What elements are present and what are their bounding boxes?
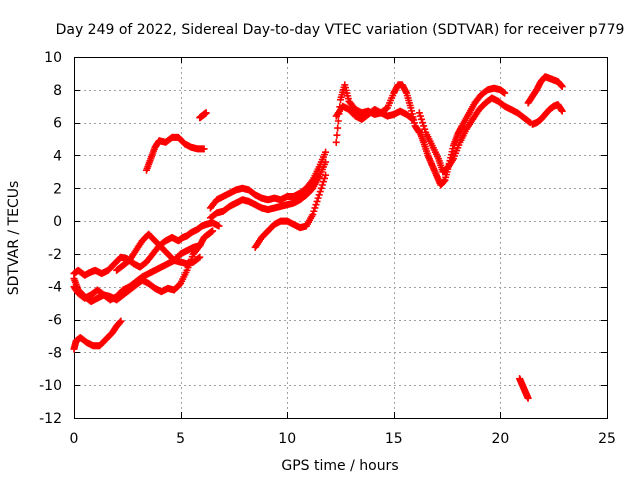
x-tick-labels: 0 5 10 15 20 25: [70, 431, 616, 447]
series-track-d: [70, 317, 125, 353]
data-point: [319, 178, 327, 186]
data-point: [334, 124, 342, 132]
x-tick-label: 15: [385, 431, 403, 447]
data-point: [409, 115, 417, 123]
data-point: [322, 171, 330, 179]
series-track-j: [251, 171, 330, 251]
data-point: [419, 119, 427, 127]
data-point: [314, 194, 322, 202]
data-point: [200, 145, 208, 153]
data-point: [333, 131, 341, 139]
y-tick-label: -4: [48, 280, 62, 296]
data-point: [209, 227, 217, 235]
data-point: [421, 125, 429, 133]
series-track-c: [70, 227, 217, 305]
data-point: [418, 115, 426, 123]
x-tick-label: 5: [176, 431, 185, 447]
series-track-i: [206, 158, 330, 222]
series-track-n: [415, 94, 534, 176]
data-point: [416, 112, 424, 120]
data-point: [420, 122, 428, 130]
data-point: [315, 191, 323, 199]
data-point: [195, 254, 203, 262]
series-track-e: [113, 230, 204, 274]
data-point: [332, 138, 340, 146]
y-tick-label: 0: [53, 214, 62, 230]
data-point: [322, 158, 330, 166]
y-tick-labels: -12 -10 -8 -6 -4 -2 0 2 4 6 8 10: [39, 50, 62, 427]
x-tick-label: 0: [70, 431, 79, 447]
data-points: [70, 73, 566, 402]
x-axis-label: GPS time / hours: [281, 458, 398, 474]
data-point: [317, 184, 325, 192]
series-track-h: [206, 148, 330, 212]
y-tick-label: 6: [53, 116, 62, 132]
data-point: [313, 197, 321, 205]
data-point: [334, 117, 342, 125]
data-point: [309, 211, 317, 219]
series-track-q: [528, 101, 566, 128]
data-point: [501, 89, 509, 97]
y-tick-label: 8: [53, 83, 62, 99]
series-track-g: [196, 109, 210, 122]
data-point: [322, 148, 330, 156]
data-point: [318, 181, 326, 189]
series-track-o: [516, 375, 532, 402]
data-point: [316, 188, 324, 196]
series-track-l: [332, 102, 417, 123]
y-tick-label: -12: [39, 411, 62, 427]
series-track-m: [415, 84, 509, 189]
data-point: [202, 109, 210, 117]
chart-title: Day 249 of 2022, Sidereal Day-to-day VTE…: [56, 22, 625, 38]
plot-frame: [74, 57, 608, 419]
data-point: [321, 174, 329, 182]
axis-ticks: [74, 57, 608, 419]
x-tick-label: 20: [491, 431, 509, 447]
data-point: [215, 222, 223, 230]
y-axis-label: SDTVAR / TECUs: [6, 181, 22, 296]
y-tick-label: 2: [53, 181, 62, 197]
y-tick-label: 10: [44, 50, 62, 66]
y-tick-label: -2: [48, 247, 62, 263]
data-point: [524, 394, 532, 402]
data-point: [311, 204, 319, 212]
y-tick-label: -10: [39, 378, 62, 394]
data-point: [117, 317, 125, 325]
series-track-p: [524, 73, 566, 107]
data-point: [558, 83, 566, 91]
data-point: [312, 201, 320, 209]
x-tick-label: 25: [598, 431, 616, 447]
data-point: [408, 115, 416, 123]
y-tick-label: -6: [48, 313, 62, 329]
series-track-f: [142, 133, 208, 174]
data-point: [558, 107, 566, 115]
data-point: [310, 207, 318, 215]
data-point: [196, 253, 204, 261]
data-point: [415, 109, 423, 117]
y-tick-label: -8: [48, 345, 62, 361]
x-tick-label: 10: [278, 431, 296, 447]
y-tick-label: 4: [53, 148, 62, 164]
